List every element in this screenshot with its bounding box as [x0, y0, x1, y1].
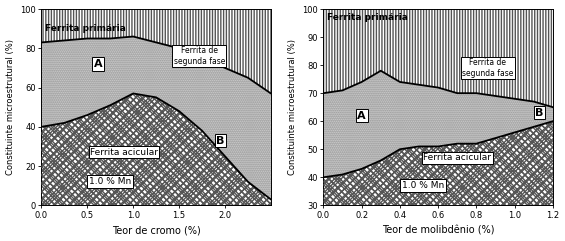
Text: Ferrita de
segunda fase: Ferrita de segunda fase — [173, 47, 225, 66]
Text: 1.0 % Mn: 1.0 % Mn — [89, 177, 132, 186]
Y-axis label: Constituinte microestrutural (%): Constituinte microestrutural (%) — [288, 39, 297, 175]
Text: A: A — [357, 111, 366, 120]
Text: Ferrita acicular: Ferrita acicular — [423, 153, 492, 162]
Text: Ferrita de
segunda fase: Ferrita de segunda fase — [462, 58, 514, 78]
X-axis label: Teor de molibdênio (%): Teor de molibdênio (%) — [382, 225, 494, 235]
Text: Ferrita acicular: Ferrita acicular — [90, 148, 158, 157]
Text: 1.0 % Mn: 1.0 % Mn — [402, 181, 444, 190]
Text: B: B — [535, 108, 544, 118]
Y-axis label: Constituinte microestrutural (%): Constituinte microestrutural (%) — [6, 39, 15, 175]
Text: Ferrita primária: Ferrita primária — [45, 24, 126, 33]
Text: A: A — [94, 59, 103, 69]
Text: B: B — [216, 135, 225, 146]
X-axis label: Teor de cromo (%): Teor de cromo (%) — [112, 225, 201, 235]
Text: Ferrita primária: Ferrita primária — [327, 13, 408, 22]
